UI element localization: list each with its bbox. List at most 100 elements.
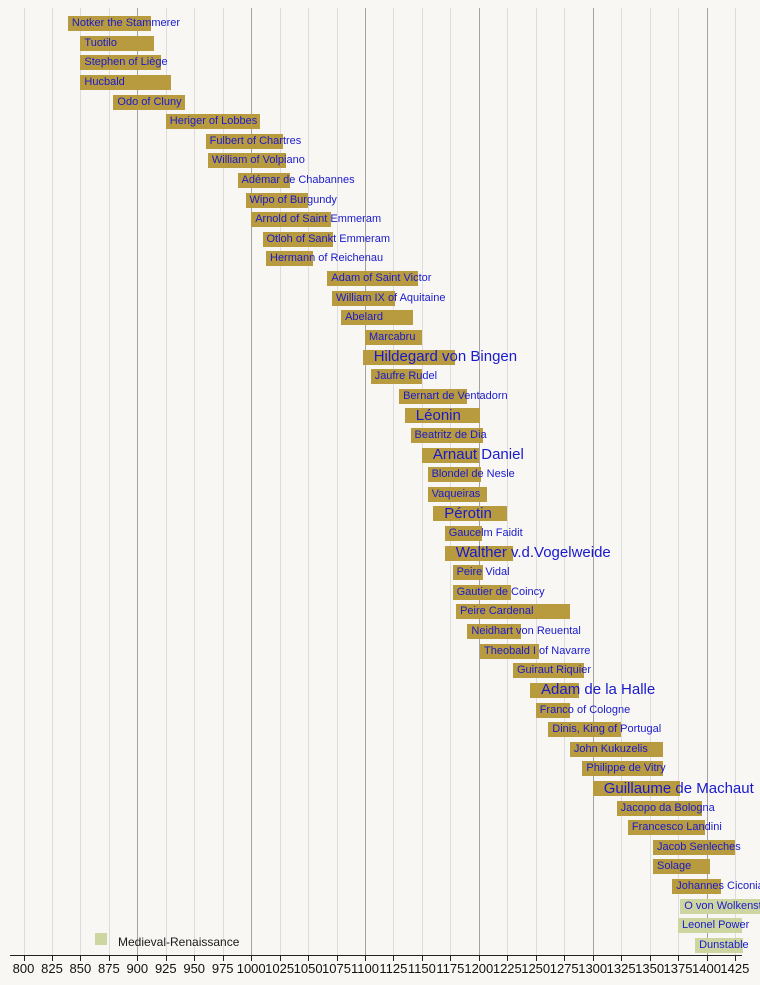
axis-tick-1425: [734, 956, 736, 961]
composer-link[interactable]: Marcabru: [369, 330, 416, 343]
composer-link[interactable]: Franco of Cologne: [539, 703, 631, 716]
axis-tick-label-1025: 1025: [265, 961, 295, 976]
composer-bar: [327, 271, 419, 286]
composer-link[interactable]: Peire Vidal: [456, 566, 510, 579]
composer-link[interactable]: Walther v.d.Vogelweide: [455, 544, 611, 562]
composer-link[interactable]: Dunstable: [699, 938, 749, 951]
axis-tick-label-1375: 1375: [663, 961, 693, 976]
composer-link[interactable]: Vaqueiras: [431, 487, 481, 500]
composer-link[interactable]: Dinis, King of Portugal: [552, 723, 662, 736]
composer-link[interactable]: Beatritz de Dia: [414, 428, 487, 441]
gridline-1400: [706, 8, 708, 955]
gridline-1325: [621, 8, 623, 955]
composer-link[interactable]: Stephen of Liège: [84, 56, 168, 69]
composer-bar: [370, 369, 422, 385]
axis-tick-label-1225: 1225: [492, 961, 522, 976]
composer-bar: [113, 94, 186, 110]
composer-link[interactable]: Otloh of Sankt Emmeram: [266, 232, 391, 245]
composer-bar: [535, 702, 570, 718]
composer-bar: [245, 192, 309, 208]
composer-link[interactable]: Hucbald: [84, 75, 125, 88]
axis-tick-1400: [706, 956, 708, 961]
composer-link[interactable]: Hildegard von Bingen: [373, 348, 518, 365]
axis-tick-label-1150: 1150: [407, 961, 436, 976]
composer-link[interactable]: Adam of Saint Victor: [331, 272, 432, 284]
axis-tick-label-875: 875: [98, 961, 120, 976]
composer-link[interactable]: Theobald I of Navarre: [484, 644, 591, 657]
composer-bar: [616, 800, 702, 816]
composer-bar: [480, 643, 540, 659]
composer-link[interactable]: Heriger of Lobbes: [169, 115, 258, 128]
composer-bar: [678, 918, 742, 934]
axis-tick-1325: [621, 956, 623, 961]
composer-link[interactable]: Jacob Senleches: [657, 840, 741, 853]
composer-bar: [433, 506, 508, 522]
composer-link[interactable]: O von Wolkenstein: [684, 899, 760, 912]
axis-tick-label-1400: 1400: [692, 961, 721, 976]
composer-link[interactable]: Peire Cardenal: [460, 605, 534, 618]
axis-tick-1250: [535, 956, 537, 961]
composer-link[interactable]: Arnold of Saint Emmeram: [255, 213, 382, 226]
composer-link[interactable]: Pérotin: [444, 504, 492, 522]
composer-bar: [513, 663, 584, 679]
legend-label: Medieval-Renaissance: [118, 935, 240, 949]
gridline-1300: [592, 8, 594, 955]
legend-swatch: [95, 933, 107, 945]
composer-link[interactable]: Wipo of Burgundy: [249, 193, 337, 206]
composer-link[interactable]: William IX of Aquitaine: [336, 291, 446, 304]
axis-tick-1025: [279, 956, 281, 961]
axis-line: [10, 955, 742, 956]
composer-bar: [653, 839, 735, 855]
composer-link[interactable]: Johannes Ciconia: [676, 880, 760, 893]
gridline-900: [137, 8, 139, 955]
composer-link[interactable]: Notker the Stammerer: [71, 17, 181, 29]
composer-link[interactable]: Tuotilo: [84, 36, 117, 49]
composer-link[interactable]: Jacopo da Bologna: [620, 801, 715, 814]
composer-link[interactable]: Philippe de Vitry: [586, 762, 666, 775]
composer-bar: [452, 584, 511, 600]
composer-link[interactable]: Guiraut Riquier: [517, 664, 591, 677]
composer-link[interactable]: William of Volpiano: [211, 154, 305, 167]
axis-tick-label-975: 975: [211, 961, 234, 976]
composer-bar: [582, 761, 664, 777]
composer-bar: [251, 212, 331, 228]
composer-link[interactable]: Gautier de Coincy: [456, 585, 545, 598]
gridline-1100: [365, 8, 366, 955]
composer-link[interactable]: Fulbert of Chartres: [209, 134, 302, 147]
composer-link[interactable]: Francesco Landini: [631, 821, 722, 834]
composer-link[interactable]: Odo of Cluny: [117, 95, 182, 108]
gridline-1025: [279, 8, 281, 955]
axis-tick-label-1425: 1425: [720, 961, 750, 976]
axis-tick-975: [222, 956, 224, 961]
composer-link[interactable]: Solage: [657, 860, 692, 873]
composer-link[interactable]: Léonin: [415, 406, 461, 424]
axis-tick-1100: [365, 956, 366, 961]
composer-link[interactable]: Neidhart von Reuental: [471, 625, 581, 638]
gridline-1050: [308, 8, 310, 955]
gridline-1350: [649, 8, 651, 955]
axis-tick-label-1050: 1050: [293, 961, 323, 976]
composer-link[interactable]: Gaucelm Faidit: [448, 527, 523, 539]
composer-link[interactable]: John Kukuzelis: [573, 742, 648, 755]
gridline-925: [165, 8, 167, 955]
composer-link[interactable]: Abelard: [345, 311, 384, 324]
composer-link[interactable]: Bernart de Ventadorn: [403, 389, 508, 402]
composer-bar: [205, 133, 283, 149]
composer-link[interactable]: Hermann of Reichenau: [270, 252, 384, 265]
composer-link[interactable]: Jaufre Rudel: [374, 370, 438, 383]
composer-link[interactable]: Arnaut Daniel: [432, 446, 524, 463]
composer-link[interactable]: Leonel Power: [682, 919, 750, 932]
axis-tick-label-1275: 1275: [549, 961, 579, 976]
gridline-1075: [336, 8, 338, 955]
composer-bar: [207, 153, 287, 169]
composer-link[interactable]: Adam de la Halle: [541, 681, 656, 699]
axis-tick-label-800: 800: [12, 961, 35, 976]
composer-bar: [266, 251, 313, 267]
composer-bar: [165, 114, 261, 130]
composer-link[interactable]: Adémar de Chabannes: [241, 173, 355, 186]
composer-link[interactable]: Guillaume de Machaut: [603, 779, 754, 797]
gridline-1225: [507, 8, 509, 955]
axis-tick-label-1250: 1250: [521, 961, 551, 976]
composer-link[interactable]: Blondel de Nesle: [431, 468, 515, 481]
